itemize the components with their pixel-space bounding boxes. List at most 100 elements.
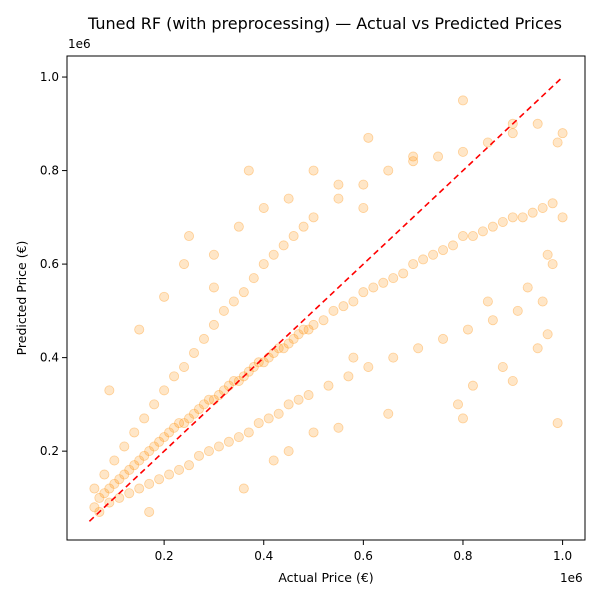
scatter-point (124, 488, 135, 499)
scatter-point (109, 478, 120, 489)
scatter-point (358, 287, 369, 298)
scatter-point (467, 380, 478, 391)
scatter-point (154, 474, 165, 485)
scatter-point (378, 277, 389, 288)
scatter-point (248, 273, 259, 284)
scatter-point (348, 296, 359, 307)
scatter-point (253, 418, 264, 429)
scatter-point (482, 137, 493, 148)
scatter-point (418, 254, 429, 265)
scatter-point (283, 338, 294, 349)
scatter-point (144, 506, 155, 517)
scatter-point (348, 352, 359, 363)
scatter-point (99, 488, 110, 499)
scatter-point (462, 324, 473, 335)
scatter-point (179, 259, 190, 270)
scatter-point (368, 282, 379, 293)
scatter-point (477, 226, 488, 237)
scatter-point (119, 441, 130, 452)
scatter-point (383, 165, 394, 176)
scatter-point (537, 202, 548, 213)
x-tick-label: 0.6 (354, 549, 373, 563)
scatter-point (288, 231, 299, 242)
scatter-point (358, 179, 369, 190)
scatter-point (532, 343, 543, 354)
scatter-point (189, 347, 200, 358)
scatter-point (308, 165, 319, 176)
scatter-point (438, 333, 449, 344)
scatter-point (139, 450, 150, 461)
scatter-point (94, 492, 105, 503)
scatter-point (303, 324, 314, 335)
points-layer (89, 95, 568, 517)
scatter-point (333, 422, 344, 433)
scatter-point (169, 422, 180, 433)
scatter-point (179, 418, 190, 429)
scatter-point (104, 483, 115, 494)
scatter-point (278, 240, 289, 251)
scatter-point (203, 446, 214, 457)
scatter-point (184, 460, 195, 471)
scatter-point (388, 352, 399, 363)
scatter-point (114, 474, 125, 485)
scatter-point (457, 95, 468, 106)
scatter-point (179, 361, 190, 372)
scatter-point (507, 128, 518, 139)
scatter-point (129, 460, 140, 471)
scatter-point (218, 305, 229, 316)
scatter-point (388, 273, 399, 284)
scatter-point (467, 231, 478, 242)
scatter-point (448, 240, 459, 251)
y-tick-label: 1.0 (40, 70, 59, 84)
scatter-point (482, 296, 493, 307)
scatter-point (109, 455, 120, 466)
scatter-point (159, 291, 170, 302)
scatter-point (243, 427, 254, 438)
scatter-point (383, 408, 394, 419)
scatter-point (89, 502, 100, 513)
scatter-point (114, 492, 125, 503)
x-tick-label: 0.2 (155, 549, 174, 563)
scatter-point (497, 217, 508, 228)
scatter-point (208, 319, 219, 330)
scatter-point (159, 432, 170, 443)
scatter-point (293, 394, 304, 405)
reference-line (88, 76, 564, 522)
scatter-point (159, 385, 170, 396)
scatter-point (333, 193, 344, 204)
scatter-point (203, 394, 214, 405)
scatter-point (184, 413, 195, 424)
y-tick-label: 0.8 (40, 164, 59, 178)
scatter-point (537, 296, 548, 307)
scatter-point (363, 361, 374, 372)
scatter-point (193, 450, 204, 461)
y-tick-label: 0.2 (40, 444, 59, 458)
scatter-point (149, 399, 160, 410)
scatter-point (557, 212, 568, 223)
y-tick-label: 0.6 (40, 257, 59, 271)
scatter-point (298, 221, 309, 232)
scatter-point (433, 151, 444, 162)
scatter-point (134, 324, 145, 335)
scatter-point (413, 343, 424, 354)
scatter-point (134, 483, 145, 494)
scatter-point (283, 193, 294, 204)
scatter-point (408, 259, 419, 270)
scatter-point (328, 305, 339, 316)
scatter-point (557, 128, 568, 139)
scatter-point (527, 207, 538, 218)
scatter-point (363, 132, 374, 143)
scatter-point (293, 329, 304, 340)
scatter-point (223, 436, 234, 447)
scatter-point (169, 371, 180, 382)
scatter-point (318, 315, 329, 326)
scatter-point (507, 212, 518, 223)
scatter-point (323, 380, 334, 391)
scatter-point (263, 413, 274, 424)
scatter-point (189, 408, 200, 419)
scatter-point (487, 221, 498, 232)
scatter-point (457, 231, 468, 242)
scatter-point (428, 249, 439, 260)
